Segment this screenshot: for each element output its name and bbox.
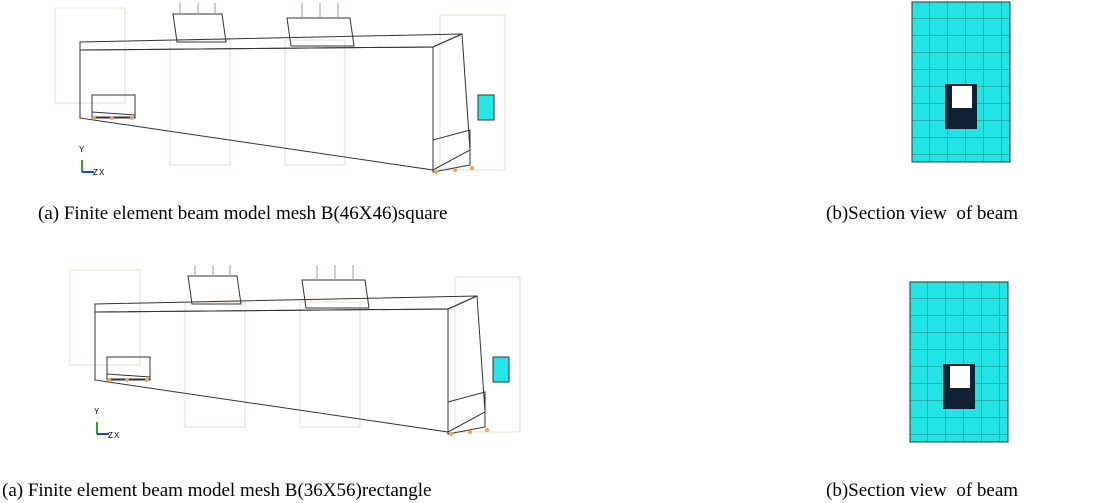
caption: (a) Finite element beam model mesh B(46X…	[38, 203, 447, 224]
axis-label: X	[114, 431, 120, 440]
caption: (a) Finite element beam model mesh B(36X…	[2, 480, 431, 501]
axis-label: X	[99, 168, 105, 177]
beam-mesh-image	[55, 3, 505, 174]
section-mesh-image	[910, 282, 1008, 442]
axis-label: Z	[93, 168, 98, 177]
axis-label: Y	[79, 145, 85, 154]
figure-page: Y Z X (a) Finite element beam model mesh…	[0, 0, 1104, 503]
caption: (b)Section view of beam	[826, 203, 1018, 224]
caption: (b)Section view of beam	[826, 480, 1018, 501]
beam-mesh-image	[70, 265, 520, 436]
axis-label: Z	[108, 431, 113, 440]
axis-label: Y	[94, 407, 100, 416]
section-mesh-image	[912, 2, 1010, 162]
